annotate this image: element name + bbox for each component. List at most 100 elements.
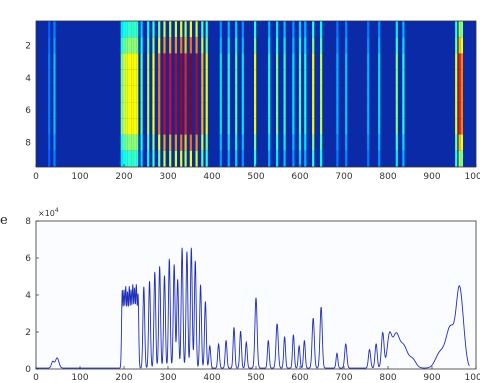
heatmap-cell-24-8 — [227, 134, 230, 151]
heatmap-cell-31-7 — [292, 118, 295, 135]
heatmap-cell-33-6 — [304, 102, 307, 119]
heatmap-cell-35-1 — [320, 21, 323, 38]
heatmap-cell-14-1 — [163, 21, 166, 38]
heatmap-cell-22-7 — [205, 118, 208, 135]
heatmap-cell-17-6 — [180, 102, 183, 119]
heatmap-cell-25-5 — [235, 85, 238, 103]
heatmap-cell-19-6 — [189, 102, 192, 119]
heatmap-cell-5-8 — [127, 134, 130, 151]
heatmap-cell-17-5 — [180, 85, 183, 103]
heatmap-cell-38-5 — [367, 85, 370, 103]
heatmap-cell-18-7 — [184, 118, 187, 135]
heatmap-cell-12-7 — [152, 118, 155, 135]
heatmap-cell-31-3 — [292, 53, 295, 70]
heatmap-cell-27-7 — [254, 118, 257, 135]
heatmap-cell-3-9 — [122, 150, 126, 167]
heatmap-cell-0-9 — [48, 150, 51, 167]
heatmap-cell-22-5 — [205, 85, 208, 103]
heatmap-cell-37-1 — [345, 21, 348, 38]
heatmap-cell-26-6 — [241, 102, 244, 119]
heatmap-cell-16-8 — [174, 134, 178, 151]
heatmap-cell-6-4 — [129, 69, 132, 86]
heatmap-cell-38-6 — [367, 102, 370, 119]
heatmap-cell-14-7 — [163, 118, 166, 135]
heatmap-cell-2-1 — [120, 21, 123, 38]
heatmap-cell-20-2 — [195, 37, 198, 54]
heatmap-cell-11-6 — [147, 102, 150, 119]
heatmap-cell-17-2 — [180, 37, 183, 54]
heatmap-cell-21-9 — [201, 150, 204, 167]
heatmap-cell-25-8 — [235, 134, 238, 151]
heatmap-cell-34-1 — [312, 21, 315, 38]
heatmap-cell-4-5 — [125, 85, 128, 103]
heatmap-cell-34-7 — [312, 118, 315, 135]
heatmap-cell-7-1 — [131, 21, 134, 38]
heatmap-cell-38-3 — [367, 53, 370, 70]
spectrum-x-tick-label-4: 400 — [203, 373, 220, 383]
heatmap-cell-40-1 — [395, 21, 398, 38]
heatmap-cell-7-6 — [131, 102, 134, 119]
heatmap-cell-27-5 — [254, 85, 257, 103]
heatmap-cell-4-4 — [125, 69, 128, 86]
heatmap-cell-26-4 — [241, 69, 244, 86]
heatmap-cell-38-2 — [367, 37, 370, 54]
heatmap-cell-31-5 — [292, 85, 295, 103]
heatmap-cell-19-9 — [189, 150, 192, 167]
heatmap-cell-20-9 — [195, 150, 198, 167]
heatmap-cell-8-9 — [133, 150, 137, 167]
heatmap-cell-25-7 — [235, 118, 238, 135]
heatmap-cell-18-3 — [184, 53, 187, 70]
heatmap-cell-10-7 — [140, 118, 143, 135]
heatmap-cell-18-1 — [184, 21, 187, 38]
heatmap-cell-43-1 — [458, 21, 461, 38]
heatmap-cell-10-2 — [140, 37, 143, 54]
heatmap-cell-28-5 — [268, 85, 271, 103]
heatmap-cell-44-2 — [460, 37, 464, 54]
heatmap-cell-11-7 — [147, 118, 150, 135]
heatmap-cell-11-5 — [147, 85, 150, 103]
heatmap-cell-29-7 — [276, 118, 279, 135]
heatmap-cell-39-4 — [378, 69, 381, 86]
heatmap-cell-32-9 — [298, 150, 302, 167]
heatmap-cell-21-1 — [201, 21, 204, 38]
heatmap-cell-18-9 — [184, 150, 187, 167]
heatmap-cell-0-3 — [48, 53, 51, 70]
heatmap-y-tick-label-2: 6 — [25, 106, 31, 116]
heatmap-cell-35-3 — [320, 53, 323, 70]
heatmap-cell-42-8 — [455, 134, 458, 151]
heatmap-cell-37-5 — [345, 85, 348, 103]
heatmap-cell-39-6 — [378, 102, 381, 119]
heatmap-cell-32-1 — [298, 21, 302, 38]
heatmap-cell-25-3 — [235, 53, 238, 70]
heatmap-cell-40-5 — [395, 85, 398, 103]
heatmap-cell-37-4 — [345, 69, 348, 86]
heatmap-cell-14-6 — [163, 102, 166, 119]
heatmap-cell-13-5 — [158, 85, 161, 103]
heatmap-x-tick-label-3: 300 — [159, 172, 176, 182]
heatmap-cell-38-7 — [367, 118, 370, 135]
heatmap-cell-2-4 — [120, 69, 123, 86]
heatmap-cell-0-5 — [48, 85, 51, 103]
heatmap-cell-15-6 — [169, 102, 172, 119]
heatmap-cell-31-9 — [292, 150, 295, 167]
heatmap-cell-15-5 — [169, 85, 172, 103]
heatmap-cell-3-1 — [122, 21, 126, 38]
heatmap-cell-43-6 — [458, 102, 461, 119]
heatmap-cell-20-7 — [195, 118, 198, 135]
heatmap-cell-30-1 — [283, 21, 286, 38]
heatmap-cell-37-8 — [345, 134, 348, 151]
heatmap-cell-14-3 — [163, 53, 166, 70]
heatmap-cell-33-2 — [304, 37, 307, 54]
heatmap-cell-27-1 — [254, 21, 257, 38]
heatmap-cell-30-7 — [283, 118, 286, 135]
heatmap-cell-42-9 — [455, 150, 458, 167]
heatmap-cell-10-1 — [140, 21, 143, 38]
heatmap-cell-23-6 — [219, 102, 222, 119]
heatmap-cell-24-6 — [227, 102, 230, 119]
heatmap-cell-34-5 — [312, 85, 315, 103]
spectrum-y-tick-label-2: 4 — [25, 291, 31, 301]
heatmap-cell-5-5 — [127, 85, 130, 103]
heatmap-cell-11-3 — [147, 53, 150, 70]
heatmap-cell-21-3 — [201, 53, 204, 70]
